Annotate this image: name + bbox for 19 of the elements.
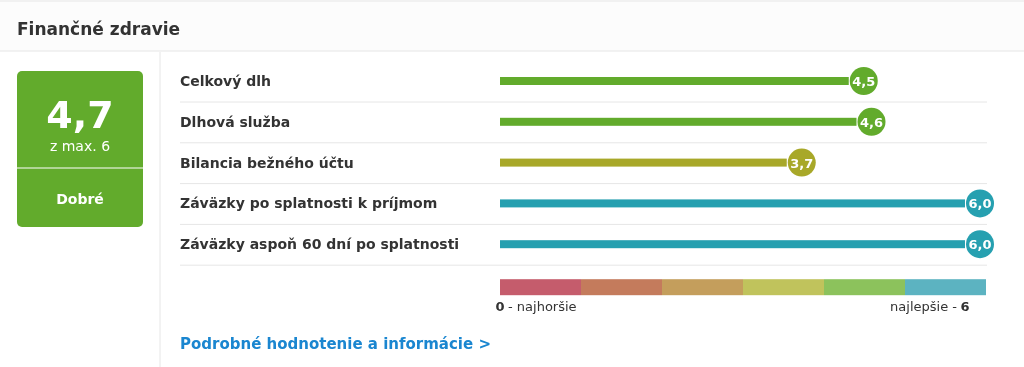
data-label: 3,7 [790, 155, 814, 171]
text: Podrobné hodnotenie a informácie > [180, 335, 491, 353]
data-label: 6,0 [968, 196, 992, 212]
text: Dobré [56, 191, 104, 207]
text: Finančné zdravie [17, 19, 181, 39]
data-label: 6,0 [968, 237, 992, 253]
text: z max. 6 [49, 138, 111, 154]
y-tick-label: Celkový dlh [180, 73, 272, 89]
y-tick-label: Dlhová služba [180, 113, 291, 130]
x-tick-label: 0 [495, 299, 505, 315]
data-label: 4,5 [852, 74, 876, 89]
y-tick-label: Bilancia bežného účtu [180, 154, 354, 171]
y-tick-label: Záväzky aspoň 60 dní po splatnosti [180, 236, 460, 253]
y-tick-label: Záväzky po splatnosti k príjmom [180, 195, 438, 212]
text: 4,7 [46, 93, 114, 137]
data-label: 4,6 [859, 114, 884, 130]
text: najlepšie - [890, 299, 958, 315]
text: - najhoršie [508, 299, 577, 315]
x-tick-label: 6 [960, 299, 970, 315]
